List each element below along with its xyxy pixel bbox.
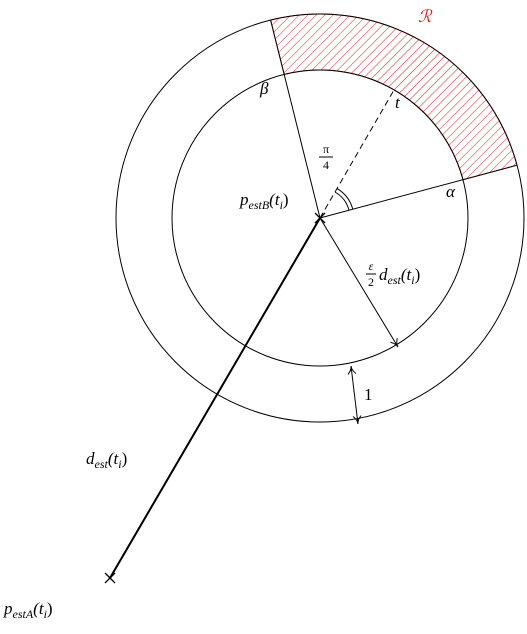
- alpha-ray: [319, 164, 518, 219]
- text: i: [280, 198, 283, 212]
- numerator: π: [323, 142, 329, 156]
- angle-arc: [336, 188, 354, 210]
- text: (t: [401, 265, 413, 284]
- denominator: 4: [323, 158, 329, 172]
- width-label: 1: [364, 385, 373, 404]
- text: ): [122, 449, 128, 468]
- text: estA: [13, 607, 34, 621]
- beta-label: β: [259, 79, 269, 98]
- inner-circle: [171, 69, 469, 367]
- pi-over-4-label: π 4: [319, 142, 333, 172]
- hatched-region: [269, 13, 518, 181]
- p-estA-label: pestA(ti): [3, 599, 53, 621]
- text: i: [118, 457, 121, 471]
- numerator: ε: [369, 259, 374, 273]
- text: estB: [249, 198, 270, 212]
- text: ): [415, 265, 421, 284]
- region-label: ℛ: [418, 7, 433, 26]
- point-a-cross: [104, 572, 116, 584]
- d-est-label: dest(ti): [86, 449, 127, 471]
- text: (t: [108, 449, 120, 468]
- text: (t: [269, 190, 281, 209]
- text: ): [283, 190, 289, 209]
- text: p: [239, 190, 249, 209]
- angle-arc: [334, 191, 350, 211]
- text: dest(ti): [379, 265, 420, 287]
- text: (t: [33, 599, 45, 618]
- p-estB-label: pestB(ti): [239, 190, 289, 212]
- outer-circle: [115, 13, 525, 423]
- alpha-label: α: [446, 182, 456, 201]
- beta-ray: [270, 19, 321, 219]
- distance-line: [109, 217, 321, 579]
- text: est: [95, 457, 109, 471]
- radius-arrow: [319, 217, 399, 348]
- eps-d-label: ε 2 dest(ti): [366, 259, 420, 289]
- text: d: [86, 449, 95, 468]
- text: p: [3, 599, 13, 618]
- text: d: [379, 265, 388, 284]
- text: i: [44, 607, 47, 621]
- t-ray: [319, 89, 395, 219]
- denominator: 2: [368, 275, 374, 289]
- text: ): [47, 599, 53, 618]
- text: est: [388, 273, 402, 287]
- width-arrow: [347, 365, 362, 425]
- text: i: [411, 273, 414, 287]
- t-label: t: [395, 93, 401, 112]
